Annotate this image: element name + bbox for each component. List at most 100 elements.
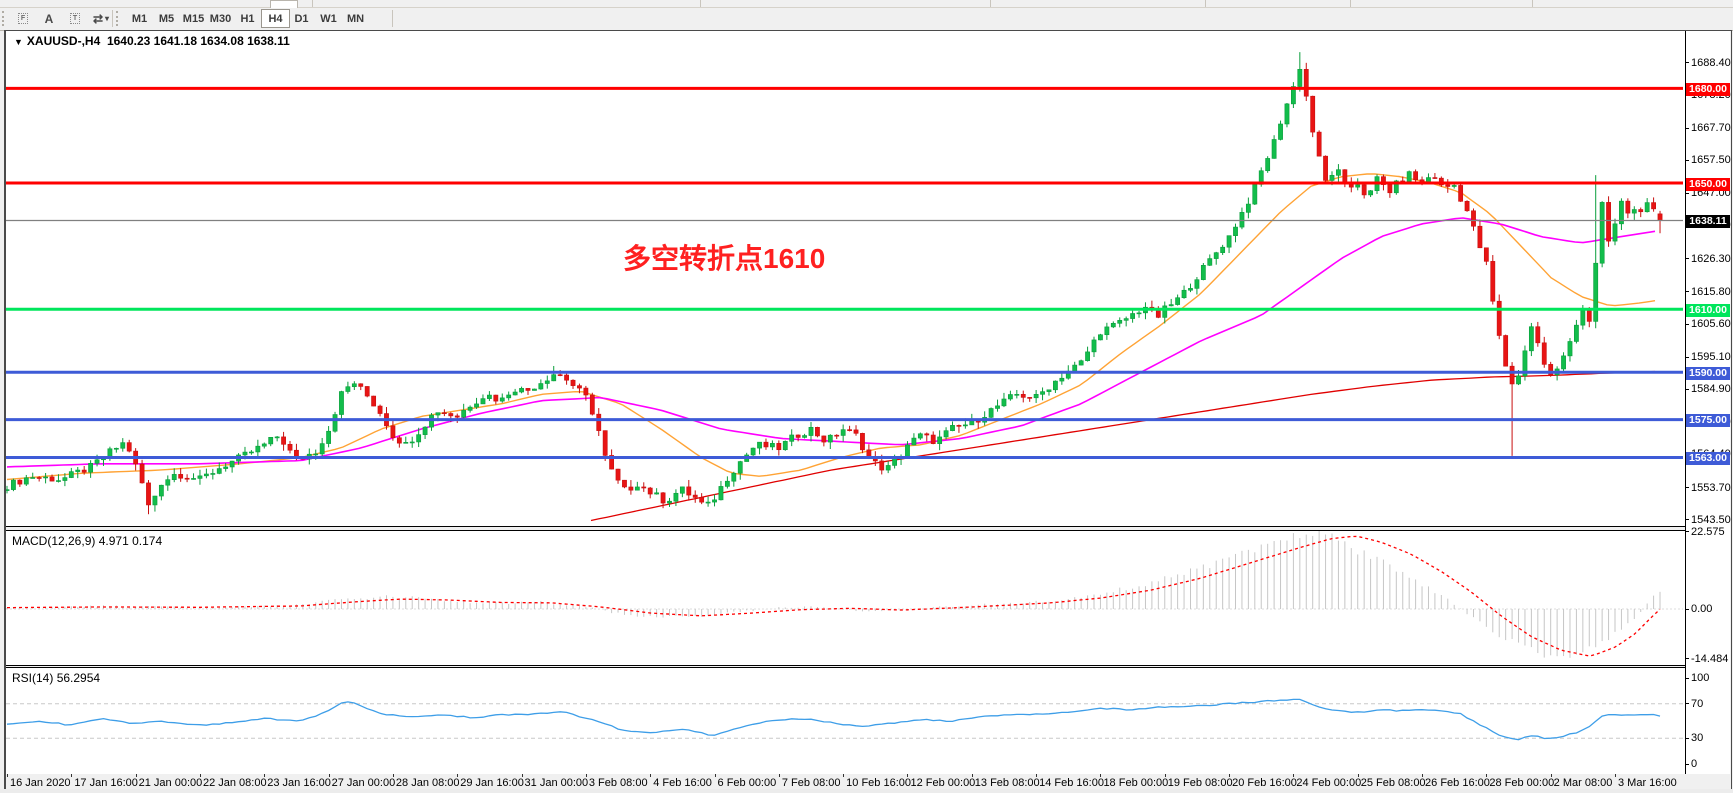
chart-ohlc-values: 1640.23 1641.18 1634.08 1638.11 (106, 34, 290, 48)
time-tick-label: 23 Jan 16:00 (267, 777, 331, 789)
time-tick-mark (907, 774, 909, 777)
time-tick-label: 4 Feb 16:00 (653, 777, 712, 789)
price-tick-label: 1605.60 (1691, 318, 1731, 331)
timeframe-button-d1[interactable]: D1 (294, 12, 309, 25)
time-tick-mark (714, 774, 716, 777)
toolbar-separator (392, 10, 393, 27)
time-tick-label: 13 Feb 08:00 (974, 777, 1040, 789)
price-level-badge: 1563.00 (1686, 451, 1730, 465)
time-tick-mark (1293, 774, 1295, 777)
toolbar-arrows-tool[interactable]: ⇄ ▾ (88, 9, 114, 28)
toolbar-text-tool[interactable]: T (62, 9, 88, 28)
timeframe-button-m1[interactable]: M1 (131, 12, 148, 25)
time-tick-label: 31 Jan 00:00 (524, 777, 589, 789)
rsi-tick-label: 0 (1691, 758, 1698, 770)
price-tick-mark (1686, 388, 1689, 390)
top-toolbar-strip (0, 0, 1733, 9)
symbol-dropdown-icon[interactable]: ▼ (14, 37, 23, 47)
time-tick-label: 10 Feb 16:00 (846, 777, 911, 789)
timeframe-button-w1[interactable]: W1 (320, 12, 337, 25)
time-tick-mark (392, 774, 394, 777)
time-tick-mark (1036, 774, 1038, 777)
price-tick-label: 1553.70 (1691, 481, 1731, 494)
price-tick-label: 1688.40 (1691, 56, 1731, 69)
time-axis[interactable]: 16 Jan 2020 17 Jan 16:00 21 Jan 00:00 22 Ja… (6, 774, 1685, 790)
top-strip-divider (1532, 0, 1533, 7)
rsi-label: RSI(14) 56.2954 (12, 671, 101, 685)
time-tick-mark (778, 774, 780, 777)
time-tick-mark (585, 774, 587, 777)
time-tick-mark (1486, 774, 1488, 777)
price-tick-mark (1686, 258, 1689, 260)
arrows-tool-icon: ⇄ (92, 11, 104, 26)
top-strip-divider (312, 0, 313, 7)
timeframe-button-m30[interactable]: M30 (209, 12, 232, 25)
time-tick-mark (1422, 774, 1424, 777)
time-tick-label: 16 Jan 2020 (10, 777, 71, 789)
time-tick-label: 3 Feb 08:00 (588, 777, 648, 789)
time-tick-mark (199, 774, 201, 777)
time-tick-mark (650, 774, 652, 777)
rsi-tick-mark (1686, 703, 1689, 705)
price-tick-label: 1615.80 (1691, 285, 1731, 298)
time-tick-mark (1615, 774, 1616, 777)
toolbar-crosshair-grid-tool[interactable]: F (10, 9, 36, 28)
time-tick-label: 6 Feb 00:00 (717, 777, 777, 789)
top-strip-divider (700, 0, 701, 7)
price-tick-label: 1595.10 (1691, 351, 1731, 364)
time-tick-label: 12 Feb 00:00 (910, 777, 976, 789)
toolbar-drag-handle[interactable] (116, 11, 123, 26)
macd-canvas[interactable] (6, 531, 1683, 663)
rsi-panel[interactable]: RSI(14) 56.2954 (6, 667, 1685, 775)
price-tick-mark (1686, 487, 1689, 489)
time-tick-label: 24 Feb 00:00 (1296, 777, 1362, 789)
price-tick-mark (1686, 62, 1689, 64)
chart-title: ▼ XAUUSD-,H4 1640.23 1641.18 1634.08 1638… (14, 34, 290, 48)
text-tool-icon: T (69, 13, 81, 24)
time-tick-mark (7, 774, 8, 777)
time-tick-mark (971, 774, 973, 777)
macd-label: MACD(12,26,9) 4.971 0.174 (12, 534, 163, 548)
time-tick-mark (457, 774, 459, 777)
text-label-tool-icon: A (44, 11, 54, 26)
price-tick-mark (1686, 323, 1689, 325)
price-axis[interactable]: 1688.401678.201667.701657.501647.001636.… (1685, 31, 1731, 774)
time-tick-label: 27 Jan 00:00 (331, 777, 396, 789)
price-level-badge: 1650.00 (1686, 177, 1730, 191)
chart-symbol-label: XAUUSD-,H4 (26, 34, 101, 48)
timeframe-button-mn[interactable]: MN (346, 12, 365, 25)
time-tick-label: 20 Feb 16:00 (1232, 777, 1297, 789)
top-strip-divider (1205, 0, 1206, 7)
toolbar-drag-handle[interactable] (2, 11, 9, 26)
time-tick-label: 3 Mar 16:00 (1618, 777, 1677, 789)
time-tick-label: 22 Jan 08:00 (202, 777, 267, 789)
time-tick-label: 28 Feb 00:00 (1489, 777, 1555, 789)
time-tick-label: 17 Jan 16:00 (74, 777, 138, 789)
price-tick-label: 1626.30 (1691, 252, 1731, 265)
timeframe-button-m5[interactable]: M5 (158, 12, 175, 25)
current-price-badge: 1638.11 (1686, 215, 1730, 229)
time-tick-mark (264, 774, 266, 777)
timeframe-button-h1[interactable]: H1 (240, 12, 255, 25)
crosshair-grid-tool-icon: F (17, 13, 29, 24)
macd-tick-mark (1686, 608, 1689, 610)
rsi-tick-label: 70 (1691, 697, 1704, 710)
rsi-tick-label: 30 (1691, 732, 1704, 745)
price-chart-canvas[interactable] (6, 31, 1683, 524)
macd-tick-label: 0.00 (1691, 603, 1713, 615)
price-tick-label: 1667.70 (1691, 122, 1731, 135)
price-tick-label: 1543.50 (1691, 513, 1731, 526)
dropdown-caret-icon[interactable]: ▾ (105, 14, 110, 23)
time-tick-mark (521, 774, 523, 777)
time-tick-label: 2 Mar 08:00 (1553, 777, 1613, 789)
timeframe-button-h4[interactable]: H4 (261, 9, 290, 28)
macd-panel[interactable]: MACD(12,26,9) 4.971 0.174 (6, 530, 1685, 666)
rsi-canvas[interactable] (6, 668, 1683, 772)
window-bottom-strip (0, 789, 1733, 793)
price-chart-panel[interactable]: ▼ XAUUSD-,H4 1640.23 1641.18 1634.08 1638… (6, 31, 1685, 527)
time-tick-mark (1164, 774, 1166, 777)
toolbar-text-label-tool[interactable]: A (36, 9, 62, 28)
time-tick-mark (328, 774, 330, 777)
price-level-badge: 1610.00 (1686, 303, 1730, 317)
timeframe-button-m15[interactable]: M15 (182, 12, 205, 25)
